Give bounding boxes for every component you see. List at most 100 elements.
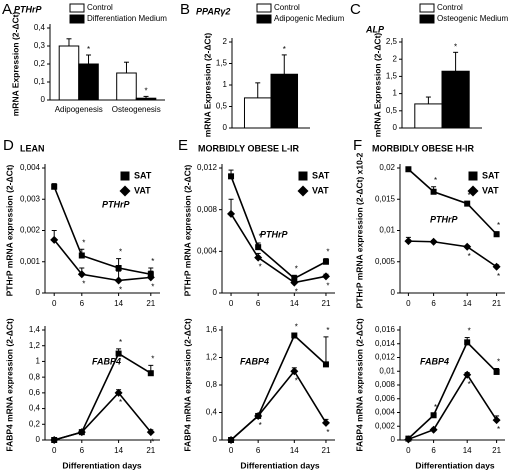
- y-tick-label: 1,2: [29, 341, 41, 350]
- gene-label: FABP4: [420, 356, 449, 366]
- y-tick-label: 1,4: [29, 325, 41, 334]
- panel-title: MORBIDLY OBESE H-IR: [372, 143, 475, 153]
- marker-diamond: [492, 416, 501, 425]
- marker-square: [430, 188, 437, 195]
- x-tick-label: 14: [463, 446, 472, 455]
- marker-diamond: [77, 270, 86, 279]
- y-tick-label: 0: [393, 123, 398, 132]
- x-tick-label: 0: [406, 446, 411, 455]
- legend-label: Control: [87, 3, 113, 12]
- legend-label: Differentiation Medium: [87, 14, 167, 23]
- y-tick-label: 1,2: [206, 353, 218, 362]
- significance: *: [454, 42, 457, 51]
- legend-label: SAT: [312, 170, 330, 180]
- significance: *: [82, 238, 85, 247]
- y-tick-label: 0,004: [197, 246, 218, 255]
- legend-label: Adipogenic Medium: [274, 14, 345, 23]
- y-tick-label: 0,008: [375, 380, 396, 389]
- legend-label: SAT: [134, 170, 152, 180]
- x-tick-label: 0: [229, 299, 234, 308]
- panel-letter: B: [180, 1, 190, 18]
- y-axis-label: PTHrP mRNA expression (2-ΔCt): [4, 164, 14, 296]
- x-tick-label: 0: [406, 299, 411, 308]
- panel-letter: E: [178, 137, 188, 154]
- significance: *: [295, 376, 298, 385]
- significance: *: [259, 232, 262, 241]
- y-tick-label: 0,006: [375, 394, 396, 403]
- marker-diamond: [321, 272, 330, 281]
- x-tick-label: 0: [52, 446, 57, 455]
- y-tick-label: 2: [393, 54, 398, 63]
- marker-diamond: [227, 436, 236, 444]
- x-tick-label: 21: [146, 299, 155, 308]
- significance: *: [468, 327, 471, 336]
- significance: *: [119, 248, 122, 257]
- marker-square: [430, 412, 437, 419]
- series-line: [408, 240, 498, 268]
- marker-square: [291, 332, 298, 339]
- legend-label: Osteogenic Medium: [437, 14, 508, 23]
- significance: *: [151, 354, 154, 363]
- significance: *: [82, 279, 85, 288]
- significance: *: [497, 221, 500, 230]
- bar: [243, 97, 272, 129]
- legend-label: VAT: [134, 185, 151, 195]
- legend-swatch: [69, 3, 85, 13]
- legend-label: VAT: [482, 185, 499, 195]
- significance: *: [497, 425, 500, 434]
- marker-square: [298, 171, 308, 181]
- y-tick-label: 0: [391, 435, 396, 444]
- marker-diamond: [463, 370, 472, 379]
- significance: *: [326, 326, 329, 335]
- marker-diamond: [146, 428, 155, 437]
- x-tick-label: 6: [80, 299, 85, 308]
- y-tick-label: 0,4: [29, 404, 41, 413]
- marker-square: [464, 200, 471, 207]
- series-line: [53, 239, 151, 282]
- marker-square: [147, 370, 154, 377]
- y-tick-label: 1: [223, 80, 228, 89]
- marker-diamond: [463, 242, 472, 251]
- y-axis-label: mRNA Expression (2-ΔCt): [372, 33, 382, 138]
- significance: *: [326, 428, 329, 437]
- y-tick-label: 0,003: [20, 194, 41, 203]
- significance: *: [119, 286, 122, 295]
- y-tick-label: 0,5: [386, 106, 398, 115]
- legend-swatch: [419, 3, 435, 13]
- x-tick-label: 14: [114, 446, 123, 455]
- legend-label: VAT: [312, 185, 329, 195]
- marker-square: [493, 368, 500, 375]
- marker-diamond: [429, 237, 438, 246]
- bar: [116, 72, 137, 101]
- y-axis-label: PTHrP mRNA expression (2-ΔCt): [182, 164, 192, 296]
- marker-square: [115, 350, 122, 357]
- x-tick-label: 21: [146, 446, 155, 455]
- y-tick-label: 1,6: [206, 325, 218, 334]
- marker-diamond: [404, 435, 413, 444]
- series-line: [230, 369, 327, 441]
- marker-square: [322, 258, 329, 265]
- y-tick-label: 0,2: [34, 59, 46, 68]
- y-axis-label: FABP4 mRNA expression (2-ΔCt): [182, 318, 192, 451]
- marker-diamond: [404, 237, 413, 246]
- y-tick-label: 0,015: [375, 194, 396, 203]
- series-line: [230, 213, 327, 284]
- legend-label: Control: [437, 3, 463, 12]
- series-line: [230, 334, 327, 441]
- marker-square: [78, 252, 85, 259]
- legend-swatch: [256, 3, 272, 13]
- y-axis-label: mRNA Expression (2-ΔCt): [10, 12, 20, 117]
- x-tick-label: 21: [322, 446, 331, 455]
- gene-label: FABP4: [92, 356, 121, 366]
- series-line: [407, 340, 498, 440]
- y-tick-label: 0,2: [29, 419, 41, 428]
- gene-label: ALP: [365, 24, 385, 34]
- marker-diamond: [429, 425, 438, 434]
- gene-label: PTHrP: [14, 4, 43, 14]
- y-tick-label: 0,001: [20, 257, 41, 266]
- y-tick-label: 0,005: [375, 257, 396, 266]
- significance: *: [434, 403, 437, 412]
- marker-square: [493, 231, 500, 238]
- y-tick-label: 2,5: [386, 37, 398, 46]
